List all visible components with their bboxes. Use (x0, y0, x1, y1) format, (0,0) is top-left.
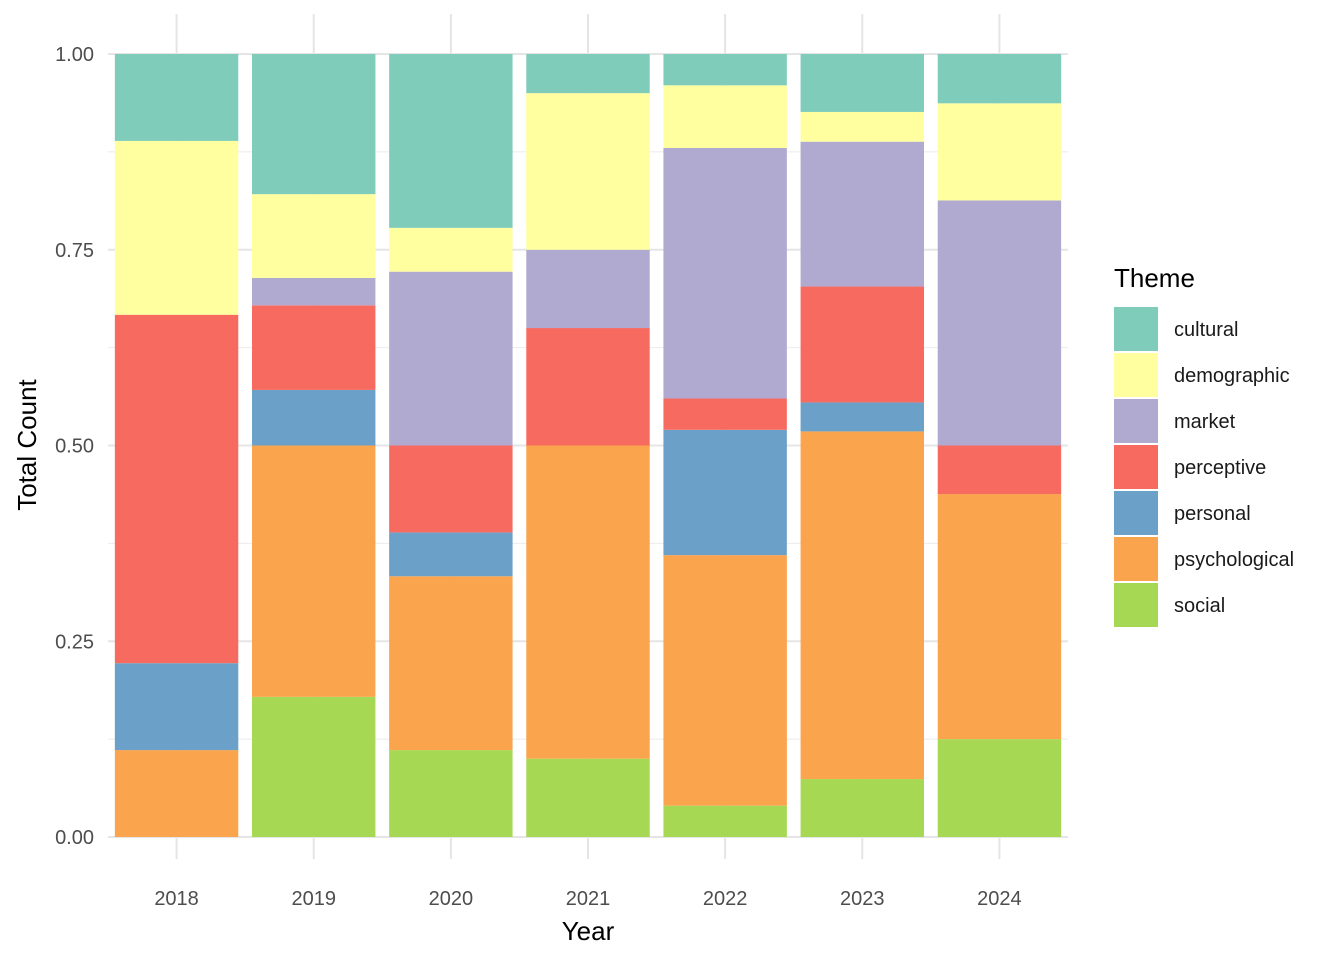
bar-segment-psychological-2019 (252, 445, 376, 697)
legend-key-social (1114, 583, 1158, 627)
bar-segment-cultural-2020 (389, 54, 513, 228)
bar-segment-cultural-2023 (800, 54, 924, 112)
bar-segment-psychological-2023 (800, 431, 924, 780)
bar-segment-demographic-2018 (114, 140, 239, 315)
legend-label-social: social (1174, 595, 1225, 617)
bar-segment-perceptive-2022 (663, 398, 787, 430)
bar-segment-social-2024 (937, 739, 1062, 837)
bar-segment-market-2024 (937, 200, 1062, 446)
bars-layer (114, 54, 1062, 837)
bar-segment-market-2023 (800, 141, 924, 287)
x-tick-label: 2018 (154, 888, 199, 910)
bar-segment-cultural-2018 (114, 54, 239, 141)
bar-segment-social-2022 (663, 805, 787, 837)
bar-segment-social-2019 (252, 696, 376, 837)
bar-segment-demographic-2019 (252, 194, 376, 278)
bar-segment-perceptive-2020 (389, 445, 513, 533)
bar-segment-demographic-2020 (389, 227, 513, 272)
legend-label-cultural: cultural (1174, 319, 1238, 341)
bar-segment-psychological-2018 (114, 750, 239, 837)
bar-segment-market-2020 (389, 271, 513, 446)
x-tick-label: 2024 (977, 888, 1022, 910)
bar-segment-cultural-2022 (663, 54, 787, 86)
legend-key-market (1114, 399, 1158, 443)
legend: Theme cultural demographic market perceptiv… (1114, 263, 1294, 627)
bar-segment-psychological-2020 (389, 576, 513, 751)
bar-segment-personal-2018 (114, 663, 239, 751)
bar-segment-cultural-2019 (252, 54, 376, 195)
bar-segment-personal-2022 (663, 429, 787, 556)
y-axis-title: Total Count (12, 378, 42, 510)
legend-key-psychological (1114, 537, 1158, 581)
y-tick-labels: 0.00 0.25 0.50 0.75 1.00 (55, 44, 94, 849)
legend-key-demographic (1114, 353, 1158, 397)
bar-segment-market-2019 (252, 277, 376, 306)
legend-label-psychological: psychological (1174, 549, 1294, 571)
bar-segment-perceptive-2021 (526, 328, 650, 446)
bar-segment-psychological-2024 (937, 494, 1062, 740)
legend-items: cultural demographic market perceptive perso… (1114, 307, 1294, 627)
bar-segment-perceptive-2024 (937, 445, 1062, 495)
bar-segment-market-2022 (663, 147, 787, 399)
bar-segment-psychological-2021 (526, 445, 650, 759)
bar-segment-psychological-2022 (663, 555, 787, 806)
bar-segment-personal-2023 (800, 402, 924, 432)
x-tick-label: 2019 (291, 888, 336, 910)
bar-segment-demographic-2023 (800, 111, 924, 142)
legend-label-market: market (1174, 411, 1236, 433)
x-axis-title: Year (562, 916, 615, 946)
y-tick-label: 0.75 (55, 240, 94, 262)
legend-label-perceptive: perceptive (1174, 457, 1266, 479)
bar-segment-cultural-2024 (937, 54, 1062, 104)
bar-segment-demographic-2022 (663, 85, 787, 148)
bar-segment-perceptive-2019 (252, 305, 376, 390)
x-tick-label: 2023 (840, 888, 885, 910)
bar-segment-demographic-2021 (526, 93, 650, 250)
x-tick-label: 2022 (703, 888, 748, 910)
legend-title: Theme (1114, 263, 1195, 293)
legend-key-cultural (1114, 307, 1158, 351)
legend-key-personal (1114, 491, 1158, 535)
bar-segment-perceptive-2018 (114, 314, 239, 664)
bar-segment-personal-2020 (389, 532, 513, 577)
legend-label-demographic: demographic (1174, 365, 1290, 387)
bar-segment-social-2023 (800, 779, 924, 837)
y-tick-label: 0.00 (55, 827, 94, 849)
bar-segment-social-2020 (389, 750, 513, 837)
y-tick-label: 1.00 (55, 44, 94, 66)
bar-segment-cultural-2021 (526, 54, 650, 94)
bar-segment-demographic-2024 (937, 103, 1062, 201)
x-tick-label: 2021 (566, 888, 611, 910)
bar-segment-perceptive-2023 (800, 286, 924, 403)
bar-segment-market-2021 (526, 249, 650, 329)
bar-segment-personal-2019 (252, 389, 376, 446)
legend-label-personal: personal (1174, 503, 1251, 525)
y-tick-label: 0.25 (55, 631, 94, 653)
bar-segment-social-2021 (526, 758, 650, 837)
x-tick-labels: 2018 2019 2020 2021 2022 2023 2024 (154, 888, 1021, 910)
legend-key-perceptive (1114, 445, 1158, 489)
x-tick-label: 2020 (429, 888, 474, 910)
y-tick-label: 0.50 (55, 436, 94, 458)
